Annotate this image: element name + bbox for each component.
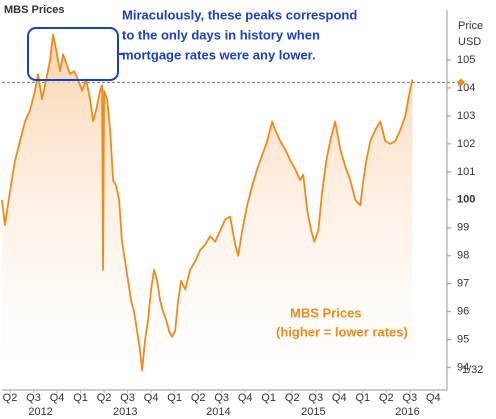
x-tick-label: Q2 bbox=[285, 392, 300, 404]
y-tick-label: 97 bbox=[457, 278, 469, 290]
x-tick-label: Q2 bbox=[191, 392, 206, 404]
y-tick-label: 105 bbox=[457, 54, 475, 66]
footnote: 1/32 bbox=[462, 364, 483, 376]
x-tick-label: Q1 bbox=[73, 392, 88, 404]
y-tick-label: 102 bbox=[457, 138, 475, 150]
year-label: 2014 bbox=[206, 406, 230, 418]
chart-title: MBS Prices bbox=[4, 4, 65, 16]
price-line bbox=[1, 33, 414, 372]
year-label: 2013 bbox=[113, 406, 137, 418]
year-label: 2012 bbox=[28, 406, 52, 418]
y-tick-label: 99 bbox=[457, 222, 469, 234]
x-tick-label: Q4 bbox=[332, 392, 347, 404]
year-label: 2016 bbox=[395, 406, 419, 418]
x-tick-label: Q3 bbox=[402, 392, 417, 404]
y-tick-label: 100 bbox=[457, 194, 475, 206]
x-tick-label: Q3 bbox=[214, 392, 229, 404]
y-tick-label: 98 bbox=[457, 250, 469, 262]
current-marker bbox=[457, 78, 465, 87]
x-tick-label: Q3 bbox=[26, 392, 41, 404]
x-tick-label: Q4 bbox=[426, 392, 441, 404]
x-tick-label: Q2 bbox=[3, 392, 18, 404]
y-axis-label: Price bbox=[458, 20, 483, 32]
y-tick-label: 95 bbox=[457, 334, 469, 346]
annotation: to the only days in history when bbox=[122, 27, 320, 42]
series-label: (higher = lower rates) bbox=[276, 324, 408, 339]
x-tick-label: Q3 bbox=[120, 392, 135, 404]
y-tick-label: 103 bbox=[457, 110, 475, 122]
y-tick-label: 96 bbox=[457, 306, 469, 318]
y-tick-label: 101 bbox=[457, 166, 475, 178]
annotation: mortgage rates were any lower. bbox=[122, 47, 316, 62]
y-tick-label: 94 bbox=[457, 362, 469, 374]
series-label: MBS Prices bbox=[290, 305, 362, 320]
x-tick-label: Q4 bbox=[144, 392, 159, 404]
x-tick-label: Q1 bbox=[167, 392, 182, 404]
annotation: Miraculously, these peaks correspond bbox=[122, 7, 357, 22]
x-tick-label: Q1 bbox=[355, 392, 370, 404]
x-tick-label: Q2 bbox=[97, 392, 112, 404]
x-tick-label: Q3 bbox=[308, 392, 323, 404]
x-tick-label: Q4 bbox=[238, 392, 253, 404]
x-tick-label: Q2 bbox=[379, 392, 394, 404]
y-axis-label: USD bbox=[458, 36, 481, 48]
year-label: 2015 bbox=[301, 406, 325, 418]
x-tick-label: Q4 bbox=[50, 392, 65, 404]
x-tick-label: Q1 bbox=[261, 392, 276, 404]
